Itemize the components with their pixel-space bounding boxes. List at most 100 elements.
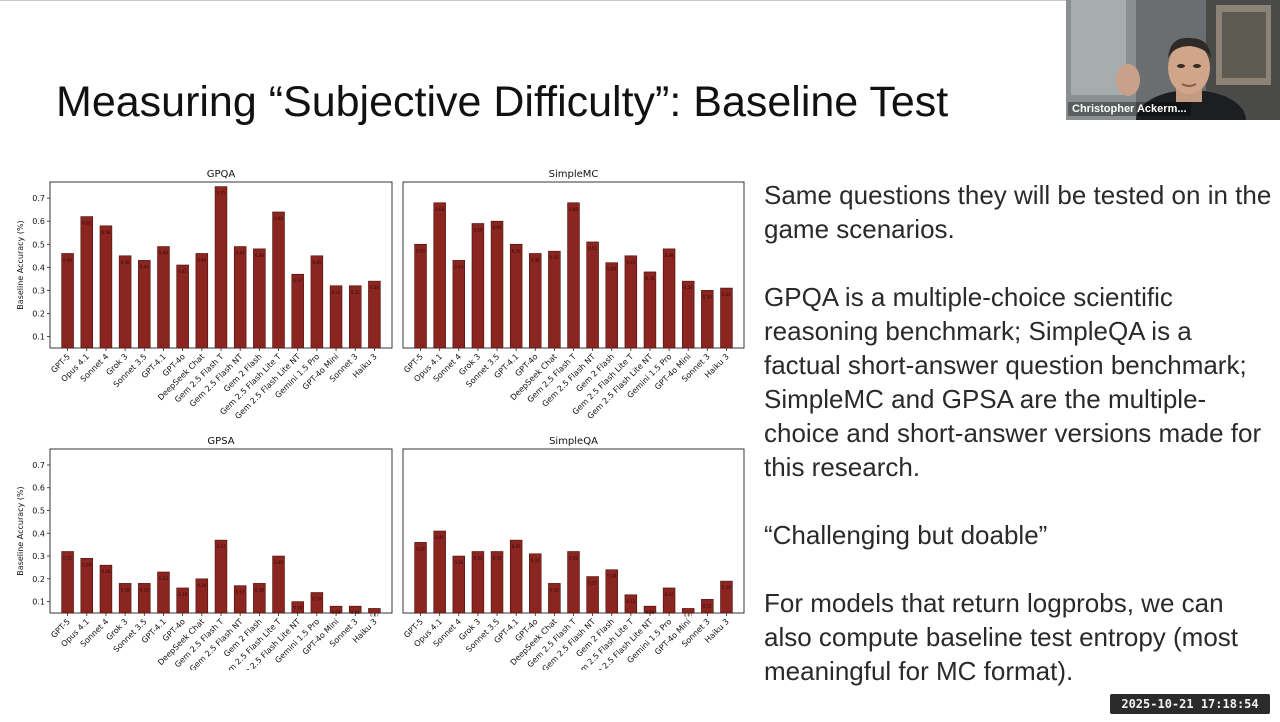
gpqa-data-label: 0.41 bbox=[178, 269, 187, 274]
top-divider bbox=[0, 0, 1280, 1]
gpqa-data-label: 0.62 bbox=[82, 221, 91, 226]
gpqa-data-label: 0.37 bbox=[293, 278, 302, 283]
gpsa-y-tick-label: 0.1 bbox=[32, 598, 45, 607]
gpqa-bar-gem-2-5-flash-lite-nt bbox=[291, 273, 304, 349]
participant-name: Christopher Ackerm... bbox=[1068, 102, 1191, 116]
simpleqa-data-label: 0.21 bbox=[588, 581, 597, 586]
simplemc-data-label: 0.45 bbox=[626, 260, 635, 265]
gpsa-data-label: 0.18 bbox=[140, 587, 149, 592]
gpqa-data-label: 0.58 bbox=[101, 230, 110, 235]
gpqa-y-tick-label: 0.3 bbox=[32, 286, 45, 295]
simpleqa-data-label: 0.16 bbox=[665, 592, 674, 597]
gpsa-data-label: 0.30 bbox=[274, 560, 283, 565]
simpleqa-bar-sonnet-3-5 bbox=[490, 551, 504, 614]
simplemc-data-label: 0.50 bbox=[416, 248, 425, 253]
gpqa-y-axis-label: Baseline Accuracy (%) bbox=[16, 220, 25, 309]
simplemc-bar-opus-4-1 bbox=[433, 202, 446, 349]
simpleqa-data-label: 0.32 bbox=[569, 556, 578, 561]
gpqa-y-tick-label: 0.5 bbox=[32, 240, 45, 249]
gpqa-bar-gemini-1-5-pro bbox=[310, 255, 324, 349]
simplemc-data-label: 0.34 bbox=[684, 285, 693, 290]
gpqa-data-label: 0.49 bbox=[159, 251, 168, 256]
simplemc-chart-title: SimpleMC bbox=[549, 169, 599, 180]
gpqa-y-tick-label: 0.7 bbox=[32, 194, 45, 203]
gpqa-data-label: 0.75 bbox=[217, 191, 226, 196]
gpqa-y-tick-label: 0.2 bbox=[32, 309, 45, 318]
simpleqa-data-label: 0.08 bbox=[646, 610, 655, 615]
simpleqa-bar-gem-2-5-flash-t bbox=[567, 551, 580, 614]
gpsa-data-label: 0.29 bbox=[82, 562, 91, 567]
gpsa-data-label: 0.32 bbox=[63, 556, 72, 561]
simplemc-bar-gpt-4o bbox=[529, 253, 542, 349]
gpqa-y-tick-label: 0.6 bbox=[32, 217, 45, 226]
chart-grid: GPQA 0.1 0.2 0.3 0.4 0.5 0.6 0.7 Baseline Accura… bbox=[16, 169, 745, 670]
gpqa-bar-opus-4-1 bbox=[80, 216, 94, 349]
simpleqa-data-label: 0.24 bbox=[607, 574, 616, 579]
simpleqa-data-label: 0.11 bbox=[703, 603, 712, 608]
gpsa-data-label: 0.18 bbox=[121, 587, 130, 592]
simpleqa-data-label: 0.18 bbox=[550, 587, 559, 592]
simpleqa-bar-opus-4-1 bbox=[433, 530, 446, 614]
gpsa-data-label: 0.37 bbox=[217, 544, 226, 549]
paragraph-3: “Challenging but doable” bbox=[764, 520, 1048, 550]
gpqa-bar-haiku-3 bbox=[368, 280, 381, 349]
gpsa-chart-title: GPSA bbox=[207, 436, 234, 447]
gpqa-bar-deepseek-chat bbox=[195, 253, 209, 349]
gpqa-data-label: 0.43 bbox=[140, 264, 149, 269]
simplemc-bar-gem-2-5-flash-t bbox=[567, 202, 580, 349]
simpleqa-data-label: 0.32 bbox=[493, 556, 502, 561]
simplemc-data-label: 0.68 bbox=[569, 207, 578, 212]
gpsa-data-label: 0.18 bbox=[255, 587, 264, 592]
gpqa-bar-gpt-4-1 bbox=[157, 246, 170, 349]
paragraph-1: Same questions they will be tested on in… bbox=[764, 180, 1272, 244]
gpsa-y-tick-label: 0.7 bbox=[32, 461, 45, 470]
simplemc-bar-gem-2-5-flash-lite-t bbox=[624, 255, 638, 349]
gpsa-data-label: 0.16 bbox=[178, 592, 187, 597]
gpsa-data-label: 0.26 bbox=[101, 569, 110, 574]
simplemc-bar-grok-3 bbox=[471, 223, 485, 349]
simplemc-data-label: 0.38 bbox=[646, 276, 655, 281]
gpqa-bar-gpt-4o-mini bbox=[329, 285, 343, 349]
simplemc-bar-gpt-5 bbox=[414, 243, 427, 349]
gpqa-data-label: 0.46 bbox=[63, 257, 72, 262]
simplemc-bar-gpt-4-1 bbox=[509, 243, 523, 349]
simpleqa-data-label: 0.13 bbox=[626, 599, 635, 604]
gpqa-data-label: 0.32 bbox=[351, 290, 360, 295]
gpqa-data-label: 0.45 bbox=[121, 260, 130, 265]
simplemc-data-label: 0.42 bbox=[607, 267, 616, 272]
gpqa-bar-gem-2-5-flash-t bbox=[214, 186, 228, 349]
simpleqa-bar-gpt-5 bbox=[414, 542, 427, 614]
gpqa-bar-grok-3 bbox=[118, 255, 132, 349]
simplemc-bar-gem-2-5-flash-nt bbox=[586, 241, 599, 349]
gpsa-data-label: 0.14 bbox=[312, 597, 321, 602]
gpsa-data-label: 0.20 bbox=[197, 583, 206, 588]
gpqa-data-label: 0.45 bbox=[312, 260, 321, 265]
gpqa-data-label: 0.49 bbox=[236, 251, 245, 256]
simpleqa-data-label: 0.41 bbox=[435, 535, 444, 540]
recording-timestamp: 2025-10-21 17:18:54 bbox=[1110, 694, 1270, 714]
simpleqa-data-label: 0.36 bbox=[416, 546, 425, 551]
simpleqa-data-label: 0.37 bbox=[512, 544, 521, 549]
simplemc-bar-gpt-4o-mini bbox=[681, 280, 695, 349]
gpsa-bar-gem-2-5-flash-t bbox=[214, 539, 228, 614]
simplemc-data-label: 0.47 bbox=[550, 255, 559, 260]
gpsa-data-label: 0.08 bbox=[351, 610, 360, 615]
simpleqa-data-label: 0.32 bbox=[473, 556, 482, 561]
gpsa-y-axis-label: Baseline Accuracy (%) bbox=[16, 486, 25, 575]
gpqa-bar-sonnet-3-5 bbox=[138, 260, 151, 349]
simplemc-bar-gem-2-flash bbox=[605, 262, 618, 349]
simplemc-data-label: 0.46 bbox=[531, 257, 540, 262]
gpqa-data-label: 0.48 bbox=[255, 253, 264, 258]
gpqa-data-label: 0.32 bbox=[332, 290, 341, 295]
speaker-video-frame bbox=[1066, 0, 1280, 120]
gpqa-bar-gpt-4o bbox=[176, 264, 189, 349]
paragraph-2: GPQA is a multiple-choice scientific rea… bbox=[764, 282, 1262, 482]
simplemc-data-label: 0.43 bbox=[454, 264, 463, 269]
simplemc-bar-gemini-1-5-pro bbox=[662, 248, 676, 349]
gpsa-y-tick-label: 0.6 bbox=[32, 484, 45, 493]
gpqa-bar-gem-2-5-flash-lite-t bbox=[272, 211, 285, 349]
participant-video[interactable]: Christopher Ackerm... bbox=[1066, 0, 1280, 120]
gpqa-bar-sonnet-3 bbox=[348, 285, 362, 349]
simpleqa-data-label: 0.31 bbox=[531, 558, 540, 563]
simpleqa-data-label: 0.30 bbox=[454, 560, 463, 565]
